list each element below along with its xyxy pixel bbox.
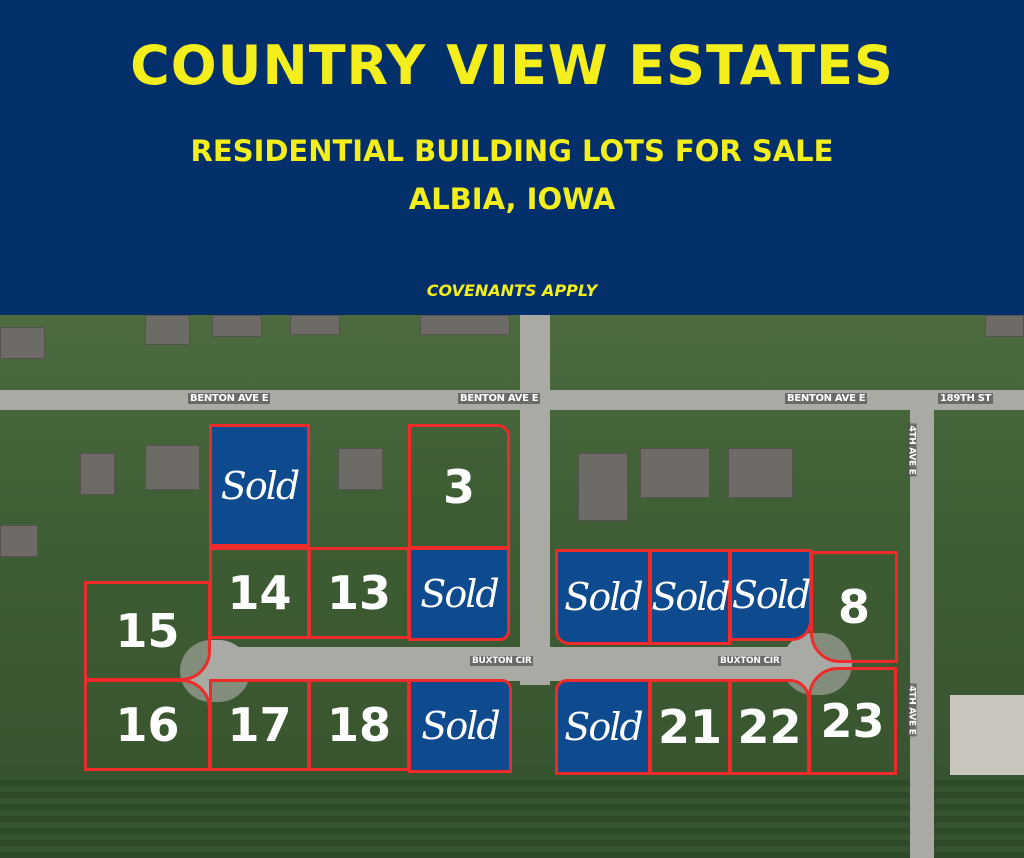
street-label: BUXTON CIR (718, 656, 782, 666)
lot-label: Sold (651, 575, 730, 619)
house (338, 448, 383, 490)
house (985, 315, 1024, 337)
lot-sold[interactable]: Sold (555, 549, 651, 645)
page-title: COUNTRY VIEW ESTATES (130, 34, 894, 97)
lot-label: 8 (837, 580, 870, 634)
house (290, 315, 340, 335)
lot-label: 21 (657, 700, 722, 754)
lot-16[interactable]: 16 (84, 679, 211, 771)
lot-label: 16 (115, 698, 180, 752)
lot-8[interactable]: 8 (810, 551, 898, 663)
crop-field (0, 775, 1024, 858)
street-label: 4TH AVE E (906, 423, 917, 477)
street-label: BENTON AVE E (458, 393, 541, 404)
street-label: 4TH AVE E (906, 683, 917, 737)
lot-sold[interactable]: Sold (408, 547, 510, 641)
lot-label: 23 (820, 694, 885, 748)
street-label: 189TH ST (938, 393, 994, 404)
lot-label: Sold (564, 575, 643, 619)
lot-sold[interactable]: Sold (555, 679, 651, 775)
lot-3[interactable]: 3 (408, 424, 510, 549)
lot-label: Sold (564, 705, 643, 749)
subtitle: RESIDENTIAL BUILDING LOTS FOR SALE (190, 134, 834, 168)
lot-sold[interactable]: Sold (408, 679, 512, 773)
lot-23[interactable]: 23 (808, 667, 897, 775)
lot-label: 3 (442, 459, 475, 514)
house (145, 315, 190, 345)
lot-label: 13 (326, 566, 391, 620)
house (420, 315, 510, 335)
lot-15[interactable]: 15 (84, 581, 211, 681)
lot-18[interactable]: 18 (308, 679, 410, 771)
lot-17[interactable]: 17 (209, 679, 310, 771)
house (578, 453, 628, 521)
lot-sold[interactable]: Sold (729, 549, 812, 641)
aerial-map: BENTON AVE E BENTON AVE E BENTON AVE E 1… (0, 315, 1024, 858)
lot-label: 22 (737, 700, 802, 754)
lot-sold[interactable]: Sold (209, 424, 310, 547)
house (728, 448, 793, 498)
lot-label: 18 (326, 698, 391, 752)
lot-pad (950, 695, 1024, 775)
center-road (520, 315, 550, 685)
lot-14[interactable]: 14 (209, 547, 310, 639)
lot-label: Sold (421, 704, 500, 748)
lot-label: 15 (115, 604, 180, 658)
house (80, 453, 115, 495)
street-label: BENTON AVE E (188, 393, 271, 404)
covenants-note: COVENANTS APPLY (426, 281, 598, 300)
lot-label: Sold (220, 463, 300, 508)
lot-22[interactable]: 22 (729, 679, 810, 775)
house (640, 448, 710, 498)
house (0, 525, 38, 557)
lot-label: Sold (731, 573, 811, 617)
lot-label: 17 (227, 698, 292, 752)
house (0, 327, 45, 359)
4th-ave-road (910, 405, 934, 858)
lot-label: 14 (227, 566, 292, 620)
street-label: BUXTON CIR (470, 656, 534, 666)
lot-sold[interactable]: Sold (649, 549, 731, 645)
lot-13[interactable]: 13 (308, 547, 410, 639)
house (212, 315, 262, 337)
street-label: BENTON AVE E (785, 393, 868, 404)
location: ALBIA, IOWA (408, 182, 616, 216)
header-banner: COUNTRY VIEW ESTATES RESIDENTIAL BUILDIN… (0, 0, 1024, 315)
lot-label: Sold (420, 572, 499, 616)
lot-21[interactable]: 21 (649, 679, 731, 775)
house (145, 445, 200, 490)
